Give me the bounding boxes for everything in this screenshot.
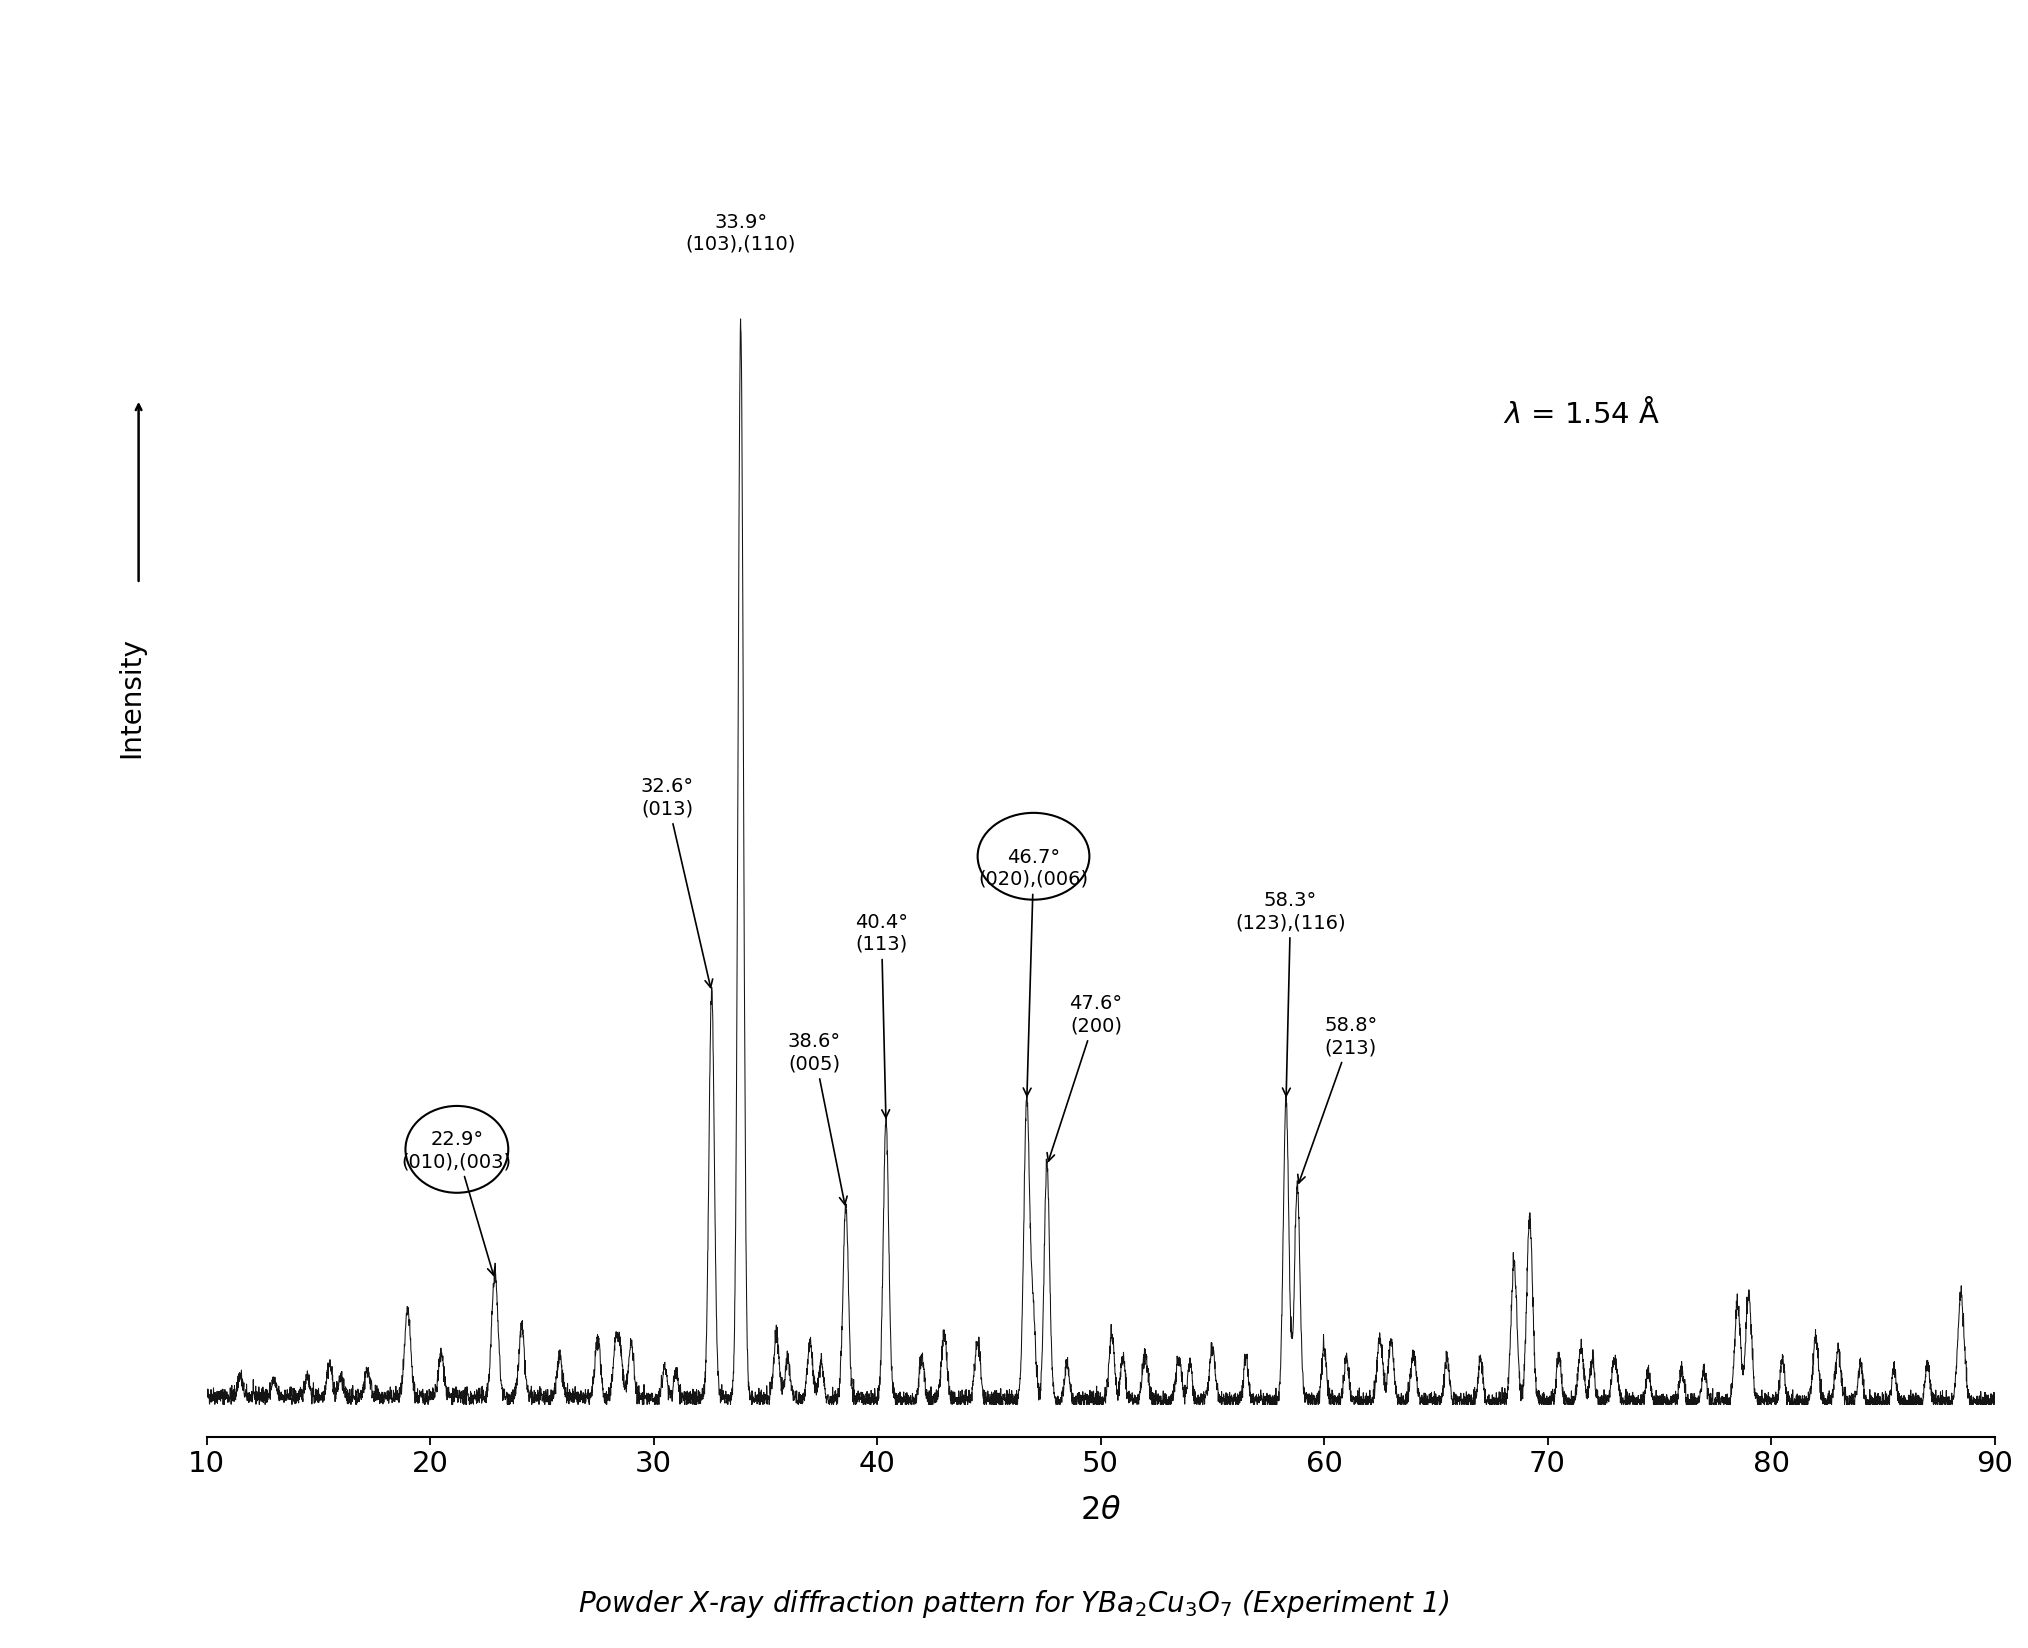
Text: 47.6°
(200): 47.6° (200) [1046,994,1124,1162]
Text: 32.6°
(013): 32.6° (013) [641,778,712,987]
Text: 40.4°
(113): 40.4° (113) [856,913,909,1117]
X-axis label: 2$\theta$: 2$\theta$ [1079,1495,1121,1526]
Text: Powder X-ray diffraction pattern for YBa$_2$Cu$_3$O$_7$ (Experiment 1): Powder X-ray diffraction pattern for YBa… [578,1587,1450,1620]
Text: 38.6°
(005): 38.6° (005) [789,1032,848,1205]
Text: 46.7°
(020),(006): 46.7° (020),(006) [977,847,1089,1096]
Text: Intensity: Intensity [118,638,146,758]
Text: 58.8°
(213): 58.8° (213) [1298,1017,1377,1183]
Text: $\lambda$ = 1.54 Å: $\lambda$ = 1.54 Å [1503,397,1661,428]
Text: 33.9°
(103),(110): 33.9° (103),(110) [685,213,795,254]
Text: 22.9°
(010),(003): 22.9° (010),(003) [402,1131,511,1276]
Text: 58.3°
(123),(116): 58.3° (123),(116) [1235,892,1347,1096]
